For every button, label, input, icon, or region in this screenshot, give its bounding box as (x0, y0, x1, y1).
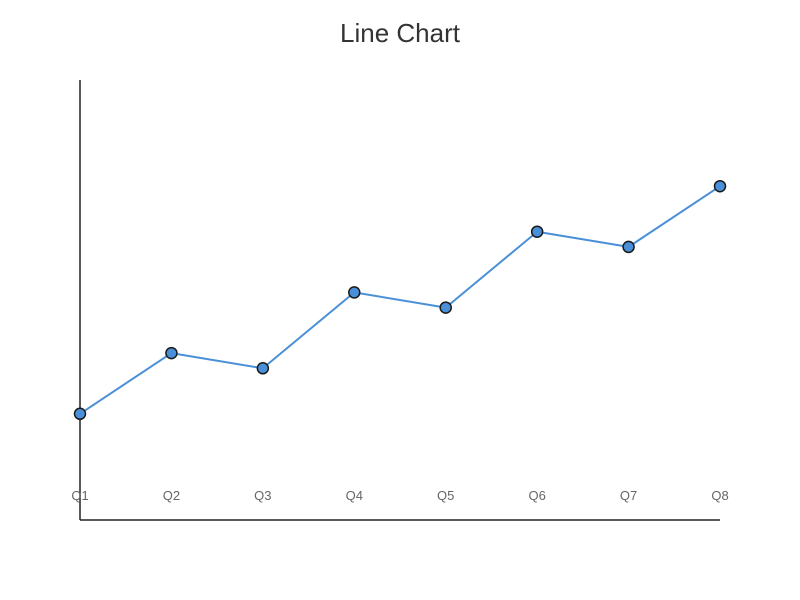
data-point-q2 (165, 346, 178, 360)
x-tick-label: Q4 (346, 488, 363, 503)
x-tick-label: Q1 (71, 488, 88, 503)
x-tick-label: Q6 (528, 488, 545, 503)
x-tick-label: Q8 (711, 488, 728, 503)
x-tick-label: Q2 (163, 488, 180, 503)
chart-title: Line Chart (340, 18, 461, 48)
data-point-q1 (73, 407, 87, 421)
series-layer (73, 179, 727, 421)
x-tick-label: Q7 (620, 488, 637, 503)
data-point-q5 (439, 301, 452, 314)
data-point-q7 (622, 240, 635, 254)
series-line (79, 185, 721, 415)
data-point-q8 (713, 179, 727, 193)
data-point-q6 (530, 225, 544, 238)
data-point-q4 (348, 286, 361, 299)
data-point-q3 (256, 362, 270, 375)
x-tick-labels: Q1 Q2 Q3 Q4 Q5 Q6 Q7 Q8 (71, 488, 728, 503)
x-tick-label: Q3 (254, 488, 271, 503)
x-tick-label: Q5 (437, 488, 454, 503)
